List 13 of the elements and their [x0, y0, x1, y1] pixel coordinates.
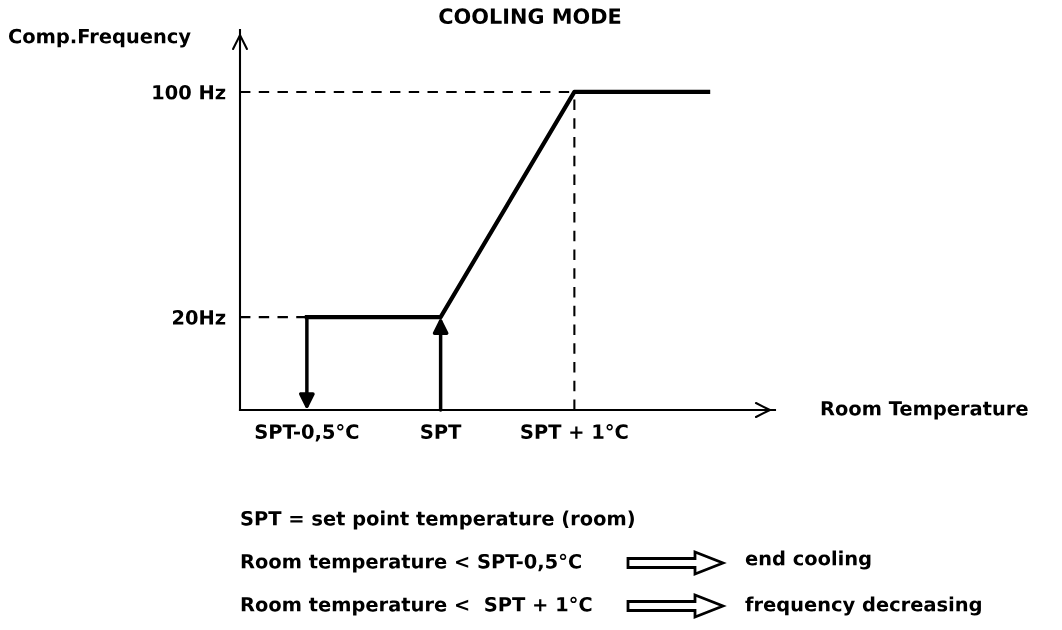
- text: Room temperature < SPT-0,5°C: [241, 553, 581, 573]
- y-tick-label: 20Hz: [173, 310, 226, 325]
- x-tick-label: SPT: [421, 424, 462, 439]
- x-tick-label: SPT-0,5°C: [255, 424, 359, 442]
- y-tick-label: 100 Hz: [153, 84, 226, 100]
- text: end cooling: [745, 550, 871, 570]
- text: Room temperature < SPT + 1°C: [241, 596, 592, 616]
- y-axis-title: Comp.Frequency: [8, 28, 191, 48]
- x-tick-label: SPT + 1°C: [521, 424, 628, 439]
- chart-title: COOLING MODE: [439, 8, 621, 25]
- x-axis-title: Room Temperature: [821, 401, 1028, 420]
- text: frequency decreasing: [745, 596, 981, 616]
- text: SPT = set point temperature (room): [241, 510, 634, 530]
